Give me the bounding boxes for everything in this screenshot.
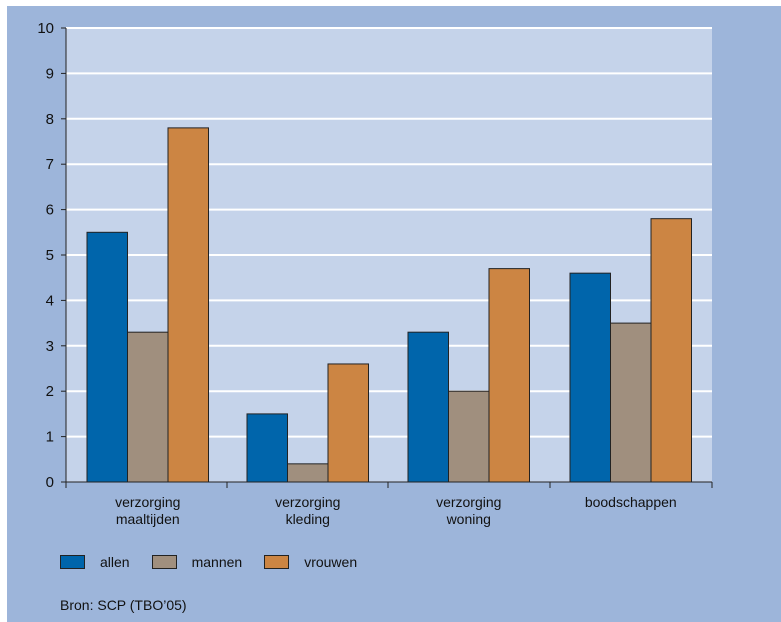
bar-mannen-1 [127, 331, 169, 483]
y-tick-label: 9 [46, 65, 54, 82]
legend-label-allen: allen [100, 554, 130, 570]
legend-swatch-vrouwen [264, 555, 290, 569]
x-category-label: verzorging [436, 494, 501, 510]
source-note: Bron: SCP (TBO’05) [60, 597, 187, 613]
y-tick-label: 6 [46, 202, 54, 219]
bar-allen-3 [407, 331, 449, 483]
legend-item-allen: allen [60, 554, 130, 570]
y-tick-label: 3 [46, 338, 54, 355]
bar-mannen-3 [448, 390, 490, 483]
x-category-label: woning [446, 511, 491, 527]
legend-swatch-mannen [151, 555, 177, 569]
y-tick-label: 0 [46, 474, 54, 491]
legend-item-mannen: mannen [151, 554, 243, 570]
x-category-label: boodschappen [585, 494, 677, 510]
x-category-label: maaltijden [116, 511, 180, 527]
x-category-label: verzorging [275, 494, 340, 510]
bar-vrouwen-1 [167, 127, 209, 483]
legend: allen mannen vrouwen [60, 554, 379, 570]
y-tick-label: 5 [46, 247, 54, 264]
legend-label-mannen: mannen [191, 554, 243, 570]
bar-vrouwen-3 [488, 268, 530, 483]
x-category-label: verzorging [115, 494, 180, 510]
bar-allen-1 [86, 231, 128, 483]
x-category-label: kleding [286, 511, 330, 527]
y-tick-label: 10 [37, 20, 54, 37]
bar-allen-4 [569, 272, 611, 483]
legend-label-vrouwen: vrouwen [304, 554, 358, 570]
y-tick-label: 7 [46, 156, 54, 173]
y-tick-label: 2 [46, 383, 54, 400]
y-tick-label: 4 [46, 292, 54, 309]
bar-vrouwen-4 [650, 218, 692, 483]
bar-allen-2 [246, 413, 288, 483]
legend-item-vrouwen: vrouwen [264, 554, 357, 570]
legend-swatch-allen [60, 555, 85, 569]
y-tick-label: 1 [46, 429, 54, 446]
bar-vrouwen-2 [327, 363, 369, 483]
y-tick-label: 8 [46, 111, 54, 128]
bar-mannen-2 [287, 463, 329, 483]
bar-mannen-4 [610, 322, 652, 483]
